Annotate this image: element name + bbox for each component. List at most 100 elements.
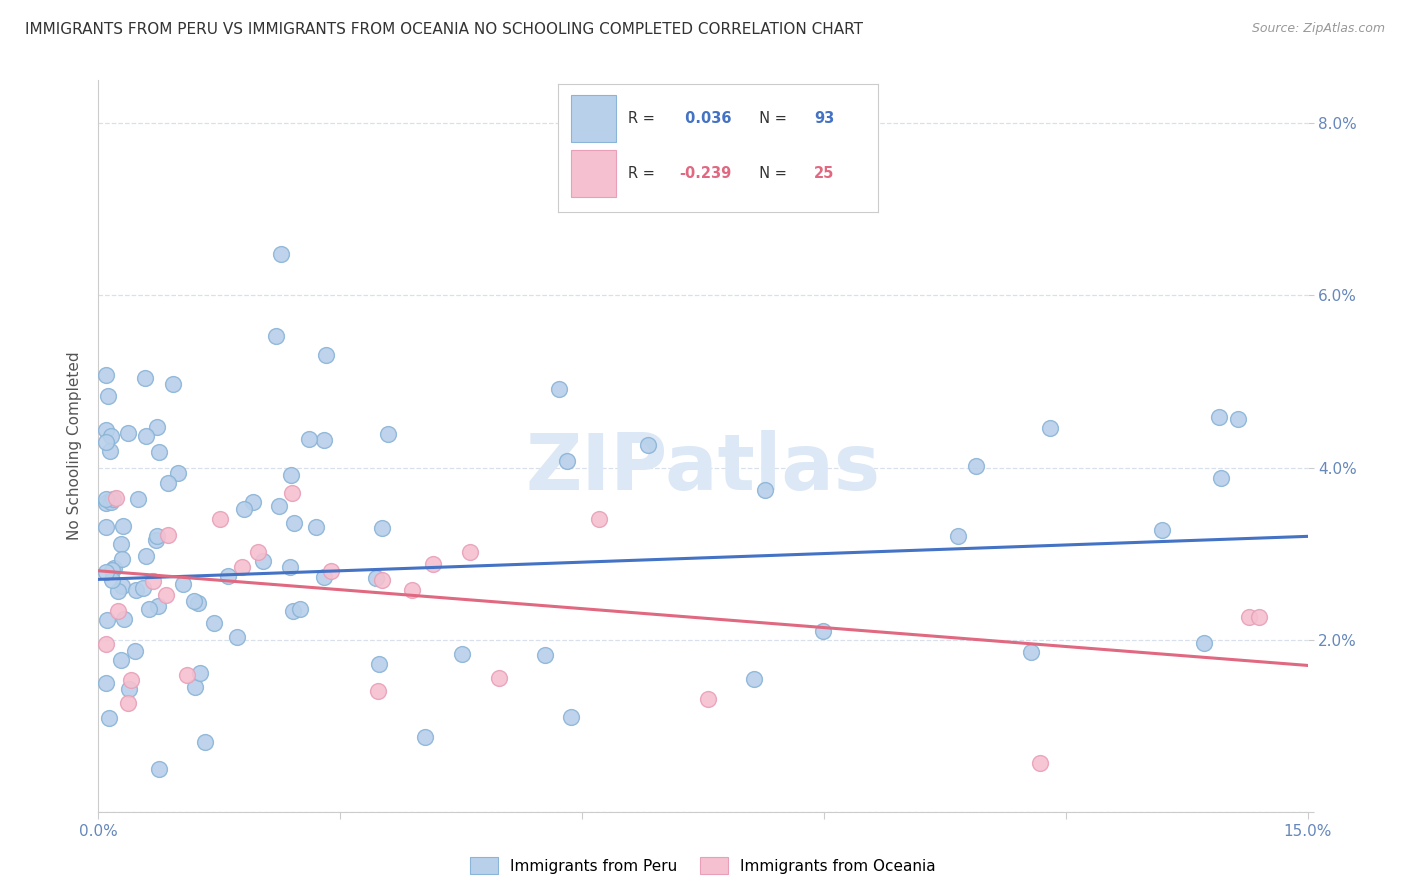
Point xyxy=(401,583,423,598)
Point xyxy=(148,762,170,776)
Point xyxy=(278,560,301,574)
Point xyxy=(946,528,969,542)
Point xyxy=(157,476,180,491)
Point xyxy=(232,502,254,516)
Point xyxy=(451,647,474,661)
Point xyxy=(105,491,128,506)
Point xyxy=(1247,610,1270,624)
Point xyxy=(548,382,571,396)
Text: IMMIGRANTS FROM PERU VS IMMIGRANTS FROM OCEANIA NO SCHOOLING COMPLETED CORRELATI: IMMIGRANTS FROM PERU VS IMMIGRANTS FROM … xyxy=(25,22,863,37)
Point xyxy=(281,485,304,500)
Point xyxy=(96,434,118,449)
Point xyxy=(315,348,337,362)
Point xyxy=(107,604,129,618)
Point xyxy=(298,432,321,446)
Point xyxy=(588,512,610,526)
Point xyxy=(138,602,160,616)
Point xyxy=(156,528,179,542)
Point xyxy=(252,553,274,567)
Point xyxy=(145,533,167,547)
Point xyxy=(110,653,132,667)
Point xyxy=(555,453,578,467)
Point xyxy=(283,516,305,531)
Point xyxy=(97,389,120,403)
Point xyxy=(269,499,291,513)
Point xyxy=(1237,609,1260,624)
Text: Source: ZipAtlas.com: Source: ZipAtlas.com xyxy=(1251,22,1385,36)
Point xyxy=(135,429,157,443)
Point xyxy=(96,492,118,507)
Point xyxy=(110,537,132,551)
Point xyxy=(96,368,118,382)
Point xyxy=(377,427,399,442)
Point xyxy=(188,666,211,681)
Point xyxy=(312,570,335,584)
Point xyxy=(488,671,510,685)
Y-axis label: No Schooling Completed: No Schooling Completed xyxy=(67,351,83,541)
Point xyxy=(965,458,987,473)
Point xyxy=(148,445,170,459)
Point xyxy=(242,495,264,509)
Point xyxy=(370,520,392,534)
Point xyxy=(131,581,153,595)
Point xyxy=(142,574,165,589)
Point xyxy=(1019,645,1042,659)
Point xyxy=(146,599,169,614)
Point xyxy=(560,710,582,724)
Point xyxy=(637,438,659,452)
Point xyxy=(458,544,481,558)
Point xyxy=(696,692,718,706)
Point xyxy=(290,602,312,616)
Legend: Immigrants from Peru, Immigrants from Oceania: Immigrants from Peru, Immigrants from Oc… xyxy=(464,851,942,880)
Point xyxy=(314,433,336,447)
Point xyxy=(194,734,217,748)
Point xyxy=(127,491,149,506)
Point xyxy=(183,681,205,695)
Point xyxy=(98,494,121,508)
Point xyxy=(742,672,765,686)
Point xyxy=(120,673,142,688)
Point xyxy=(96,675,118,690)
Point xyxy=(100,444,122,458)
Point xyxy=(155,588,177,602)
Point xyxy=(166,466,188,480)
Point xyxy=(370,573,392,587)
Point xyxy=(112,612,135,626)
Point xyxy=(146,420,169,434)
Point xyxy=(321,564,343,578)
Point xyxy=(103,561,125,575)
Point xyxy=(422,557,444,571)
Point xyxy=(280,468,302,483)
Point xyxy=(209,512,232,526)
Point xyxy=(811,624,834,639)
Point xyxy=(281,604,304,618)
Point xyxy=(117,697,139,711)
Point xyxy=(135,549,157,563)
Point xyxy=(202,615,225,630)
Point xyxy=(176,668,198,682)
Point xyxy=(1039,421,1062,435)
Point xyxy=(96,496,118,510)
Point xyxy=(107,584,129,599)
Point xyxy=(1208,409,1230,424)
Point xyxy=(1150,523,1173,537)
Point xyxy=(101,491,124,506)
Point xyxy=(183,594,205,608)
Point xyxy=(125,582,148,597)
Point xyxy=(246,545,269,559)
Point xyxy=(226,631,249,645)
Point xyxy=(231,560,253,574)
Point xyxy=(134,370,156,384)
Point xyxy=(96,565,118,579)
Point xyxy=(96,423,118,437)
Point xyxy=(534,648,557,662)
Point xyxy=(96,613,118,627)
Text: ZIPatlas: ZIPatlas xyxy=(526,430,880,506)
Point xyxy=(117,425,139,440)
Point xyxy=(368,657,391,672)
Point xyxy=(111,552,134,566)
Point xyxy=(162,376,184,391)
Point xyxy=(98,711,121,725)
Point xyxy=(100,428,122,442)
Point xyxy=(217,569,239,583)
